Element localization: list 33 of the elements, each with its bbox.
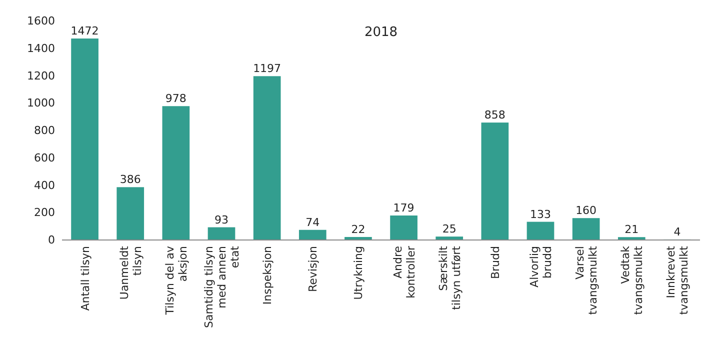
y-tick-label: 200 — [34, 206, 55, 220]
x-tick-label: Alvorlig brudd — [528, 246, 554, 288]
data-label: 1472 — [70, 24, 99, 38]
y-tick-label: 600 — [34, 151, 55, 164]
data-label: 386 — [120, 173, 141, 186]
data-label: 4 — [674, 225, 681, 238]
y-tick-label: 0 — [48, 234, 55, 247]
x-tick-label: Antall tilsyn — [78, 246, 92, 311]
x-tick-label: Utrykning — [352, 246, 366, 300]
x-tick-label: Revisjon — [306, 246, 320, 292]
x-tick-label: Brudd — [488, 246, 502, 280]
data-label: 133 — [530, 208, 551, 221]
data-label: 21 — [624, 223, 639, 236]
y-tick-label: 1400 — [27, 42, 55, 55]
data-label: 93 — [214, 213, 228, 226]
data-label: 25 — [442, 222, 456, 236]
x-tick-label: Andre kontroller — [391, 246, 418, 298]
y-tick-label: 1600 — [27, 14, 55, 28]
data-label: 978 — [165, 92, 186, 106]
chart-title: 2018 — [364, 25, 398, 40]
x-tick-label: Samtidig tilsyn med annen etat — [202, 245, 242, 328]
y-tick-label: 1000 — [27, 96, 55, 110]
data-label: 74 — [306, 216, 320, 229]
data-label: 858 — [484, 108, 506, 122]
data-label: 179 — [393, 202, 414, 214]
data-label: 22 — [351, 222, 366, 236]
x-tick-label: Uanmeldt tilsyn — [118, 245, 144, 300]
x-tick-label: Inspeksjon — [261, 246, 274, 305]
y-tick-label: 800 — [34, 124, 55, 138]
data-label: 160 — [576, 204, 597, 218]
y-tick-label: 1200 — [27, 69, 55, 82]
y-tick-label: 400 — [34, 178, 55, 192]
data-label: 1197 — [253, 62, 282, 76]
